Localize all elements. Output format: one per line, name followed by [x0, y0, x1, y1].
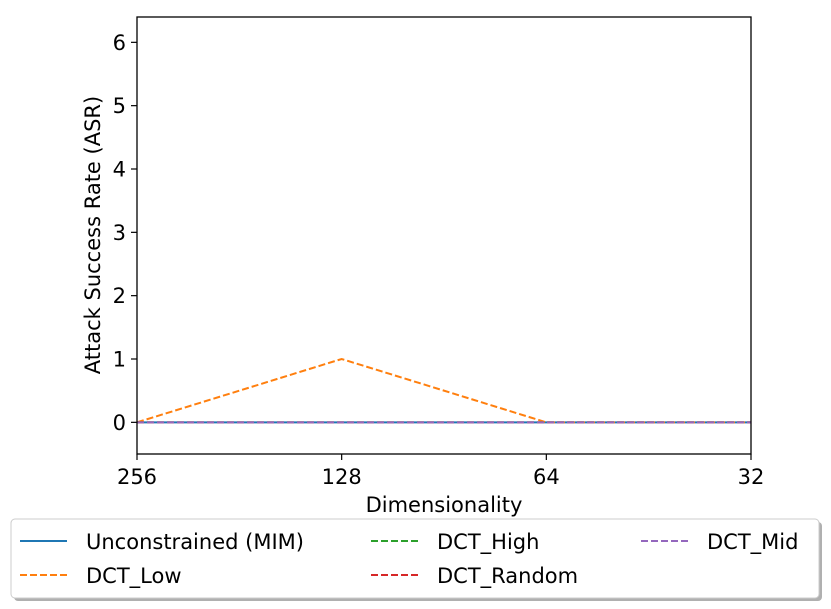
x-tick-label-2: 64 [533, 465, 560, 489]
legend-label-dct-high: DCT_High [437, 530, 539, 555]
legend-label-dct-mid: DCT_Mid [707, 530, 798, 555]
y-axis: 0 1 2 3 4 5 6 [113, 31, 137, 435]
x-tick-label-3: 32 [738, 465, 765, 489]
y-tick-label-3: 3 [113, 221, 126, 245]
legend-box [10, 518, 820, 599]
legend-label-unconstrained-mim-: Unconstrained (MIM) [86, 530, 304, 554]
x-axis-label: Dimensionality [366, 493, 523, 517]
y-tick-label-4: 4 [113, 158, 126, 182]
y-tick-label-6: 6 [113, 31, 126, 55]
x-tick-label-1: 128 [322, 465, 362, 489]
legend-label-dct-low: DCT_Low [86, 564, 182, 589]
plot-frame [136, 16, 752, 455]
x-tick-label-0: 256 [117, 465, 157, 489]
series-line-dct-low [136, 357, 751, 424]
y-tick-label-5: 5 [113, 94, 126, 118]
y-tick-label-0: 0 [113, 411, 126, 435]
y-tick-label-2: 2 [113, 284, 126, 308]
y-axis-label: Attack Success Rate (ASR) [81, 96, 105, 374]
legend-label-dct-random: DCT_Random [437, 564, 578, 589]
y-tick-label-1: 1 [113, 348, 126, 372]
x-axis: 256 128 64 32 [117, 454, 764, 489]
legend: Unconstrained (MIM) DCT_Low DCT_High DCT_Ra… [10, 518, 822, 601]
plot-lines [136, 357, 751, 424]
